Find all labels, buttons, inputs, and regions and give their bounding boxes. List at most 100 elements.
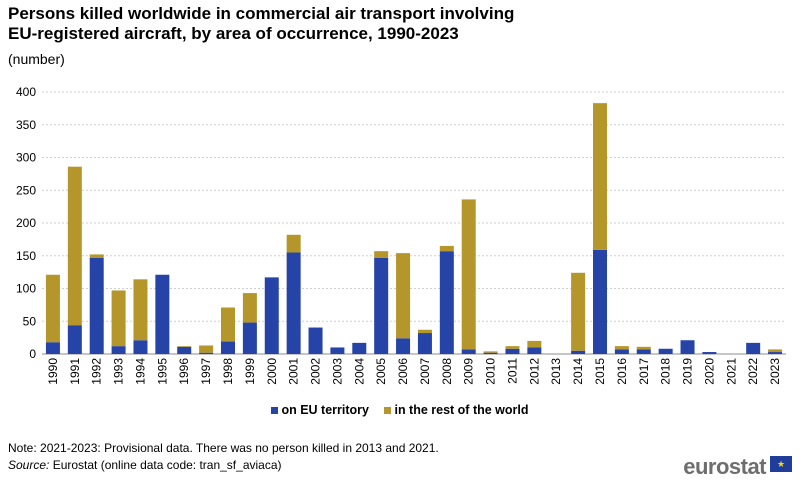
x-tick-label: 2009 — [462, 358, 476, 385]
y-tick-label: 0 — [29, 347, 36, 361]
x-tick-label: 2003 — [330, 358, 344, 385]
footnote: Note: 2021-2023: Provisional data. There… — [8, 441, 439, 455]
bar-rest-of-world — [45, 274, 60, 343]
x-tick-label: 2014 — [571, 358, 585, 385]
source-line: Source: Eurostat (online data code: tran… — [8, 458, 282, 472]
x-tick-label: 2002 — [309, 358, 323, 385]
bar-eu-territory — [177, 346, 192, 354]
bar-eu-territory — [527, 347, 542, 354]
x-tick-label: 2016 — [615, 358, 629, 385]
bar-eu-territory — [308, 327, 323, 354]
bar-eu-territory — [505, 348, 520, 354]
bar-eu-territory — [746, 342, 761, 354]
bar-eu-territory — [461, 349, 476, 354]
legend-swatch-eu — [271, 407, 279, 415]
bar-eu-territory — [111, 346, 126, 354]
bar-rest-of-world — [461, 199, 476, 350]
x-tick-label: 1999 — [243, 358, 257, 385]
x-tick-label: 2023 — [768, 358, 782, 385]
x-tick-label: 2018 — [659, 358, 673, 385]
x-tick-label: 1997 — [199, 358, 213, 385]
x-tick-label: 2022 — [746, 358, 760, 385]
bar-eu-territory — [330, 347, 345, 354]
y-tick-label: 300 — [16, 151, 36, 165]
bar-rest-of-world — [89, 254, 104, 258]
x-tick-label: 2007 — [418, 358, 432, 385]
bar-eu-territory — [67, 325, 82, 354]
chart-subtitle: (number) — [8, 51, 65, 67]
chart-title: Persons killed worldwide in commercial a… — [8, 4, 515, 43]
x-tick-label: 2020 — [702, 358, 716, 385]
x-tick-label: 1993 — [112, 358, 126, 385]
x-tick-label: 1995 — [155, 358, 169, 385]
bar-eu-territory — [417, 333, 432, 354]
bar-rest-of-world — [571, 272, 586, 351]
y-tick-label: 200 — [16, 216, 36, 230]
x-tick-label: 2012 — [527, 358, 541, 385]
bar-eu-territory — [220, 341, 236, 354]
bar-eu-territory — [636, 349, 651, 354]
x-tick-label: 2001 — [287, 358, 301, 385]
bar-rest-of-world — [67, 166, 82, 326]
bar-rest-of-world — [177, 346, 192, 347]
bar-rest-of-world — [417, 329, 432, 334]
bar-rest-of-world — [111, 290, 126, 347]
bar-eu-territory — [592, 249, 608, 354]
bar-rest-of-world — [286, 234, 301, 253]
bar-rest-of-world — [199, 345, 214, 353]
x-tick-label: 2008 — [440, 358, 454, 385]
source-label: Source: — [8, 458, 50, 472]
bar-eu-territory — [571, 350, 586, 354]
y-tick-label: 350 — [16, 118, 36, 132]
bar-rest-of-world — [527, 340, 542, 348]
bar-eu-territory — [264, 277, 279, 354]
x-tick-label: 2015 — [593, 358, 607, 385]
x-tick-label: 2010 — [484, 358, 498, 385]
bar-rest-of-world — [614, 346, 629, 350]
bar-rest-of-world — [133, 279, 148, 341]
x-tick-label: 1992 — [90, 358, 104, 385]
x-tick-label: 2021 — [724, 358, 738, 385]
legend-swatch-rest — [384, 407, 392, 415]
y-tick-label: 50 — [23, 314, 37, 328]
bar-rest-of-world — [439, 245, 454, 252]
x-tick-label: 1998 — [221, 358, 235, 385]
legend-label-rest: in the rest of the world — [394, 403, 529, 417]
x-tick-label: 2017 — [637, 358, 651, 385]
x-tick-label: 1994 — [133, 358, 147, 385]
bar-eu-territory — [396, 338, 411, 354]
x-tick-label: 2011 — [505, 358, 519, 384]
x-tick-label: 2019 — [681, 358, 695, 385]
y-tick-label: 150 — [16, 249, 36, 263]
bar-eu-territory — [155, 274, 170, 354]
eurostat-logo: eurostat — [683, 454, 766, 479]
bar-rest-of-world — [308, 327, 323, 328]
bar-eu-territory — [45, 342, 60, 354]
legend: on EU territory in the rest of the world — [0, 403, 800, 417]
bar-rest-of-world — [505, 346, 520, 349]
bar-eu-territory — [680, 340, 695, 354]
bar-rest-of-world — [592, 103, 608, 250]
x-tick-label: 2006 — [396, 358, 410, 385]
bar-eu-territory — [702, 352, 717, 354]
y-tick-label: 100 — [16, 282, 36, 296]
bar-rest-of-world — [636, 346, 651, 350]
source-text: Eurostat (online data code: tran_sf_avia… — [49, 458, 282, 472]
bar-eu-territory — [286, 252, 301, 354]
legend-item-rest: in the rest of the world — [384, 403, 529, 417]
bar-eu-territory — [768, 352, 783, 354]
x-tick-label: 1990 — [46, 358, 60, 385]
bar-eu-territory — [439, 251, 454, 354]
y-tick-label: 400 — [16, 85, 36, 99]
legend-item-eu: on EU territory — [271, 403, 369, 417]
bar-rest-of-world — [396, 253, 411, 339]
bar-eu-territory — [133, 340, 148, 354]
x-tick-label: 1996 — [177, 358, 191, 385]
legend-label-eu: on EU territory — [281, 403, 369, 417]
x-tick-label: 2005 — [374, 358, 388, 385]
bar-eu-territory — [352, 342, 367, 354]
bar-eu-territory — [89, 257, 104, 354]
bar-eu-territory — [614, 349, 629, 354]
y-tick-label: 250 — [16, 183, 36, 197]
